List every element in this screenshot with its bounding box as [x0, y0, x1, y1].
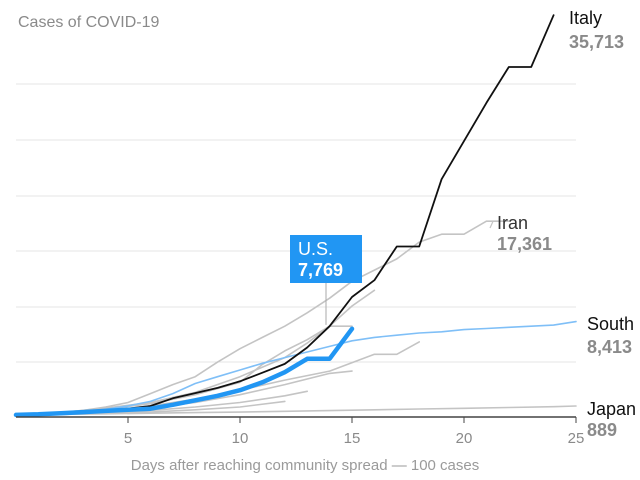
value-iran: 17,361 [497, 234, 552, 254]
x-tick-label: 15 [344, 430, 361, 447]
us-callout-box [290, 235, 362, 283]
x-axis-label: Days after reaching community spread — 1… [131, 457, 480, 474]
series-line-spain [15, 289, 376, 416]
value-japan: 889 [587, 420, 617, 440]
label-italy: Italy [569, 8, 602, 28]
series-line-u-s- [13, 326, 355, 418]
gridlines [16, 83, 576, 363]
x-tick-label: 20 [456, 430, 473, 447]
highlight-series-group [13, 14, 555, 418]
label-japan: Japan [587, 399, 636, 419]
value-south-korea: 8,413 [587, 337, 632, 357]
label-south-korea: South Korea [587, 314, 640, 334]
series-line-south-korea [15, 320, 577, 416]
x-tick-label: 5 [124, 430, 132, 447]
label-u-s-: U.S. [298, 239, 333, 259]
value-italy: 35,713 [569, 32, 624, 52]
label-iran: Iran [497, 213, 528, 233]
iran-leader-line [489, 220, 494, 229]
x-axis-ticks: 5 10 15 20 25 [124, 417, 585, 447]
x-tick-label: 10 [232, 430, 249, 447]
chart-title: Cases of COVID-19 [18, 14, 159, 31]
value-u-s-: 7,769 [298, 260, 343, 280]
x-tick-label: 25 [568, 430, 585, 447]
series-line-italy [15, 14, 555, 416]
